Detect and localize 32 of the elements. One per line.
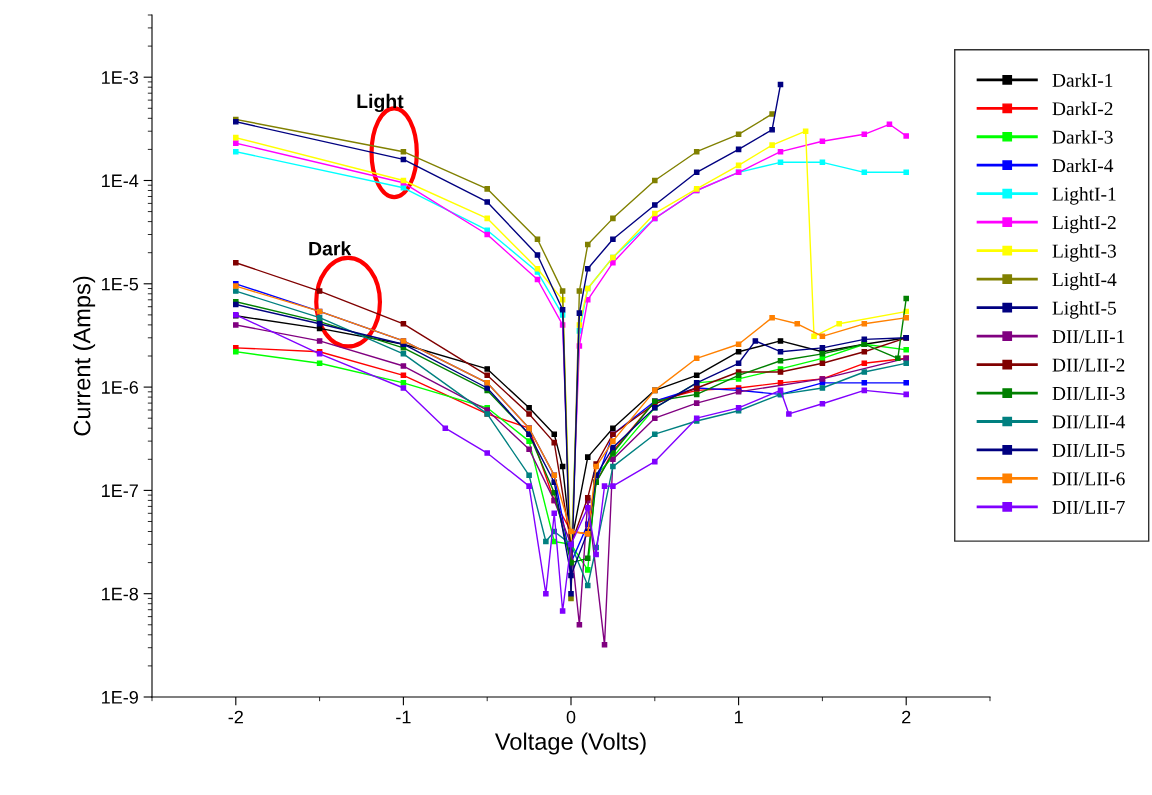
y-tick-label: 1E-5 <box>102 277 139 291</box>
legend-label: DII/LII-4 <box>1052 415 1126 429</box>
legend-label: DarkI-2 <box>1052 101 1113 116</box>
y-tick-label: 1E-7 <box>102 484 138 497</box>
legend-label: DarkI-1 <box>1052 73 1113 87</box>
legend-label: DII/LII-6 <box>1052 472 1125 486</box>
legend-label: DII/LII-3 <box>1052 386 1125 401</box>
x-axis-title: Voltage (Volts) <box>494 732 646 755</box>
y-tick-label: 1E-4 <box>102 174 139 188</box>
x-tick-label: -1 <box>396 710 411 724</box>
y-axis-title: Current (Amps) <box>73 276 96 436</box>
x-tick-label: 0 <box>566 710 576 724</box>
legend-label: LightI-2 <box>1052 215 1116 234</box>
legend-label: DarkI-4 <box>1052 158 1114 173</box>
y-tick-label: 1E-6 <box>102 381 139 394</box>
legend-label: DarkI-3 <box>1052 130 1113 144</box>
legend-label: DII/LII-5 <box>1052 443 1125 457</box>
legend-label: DII/LII-1 <box>1052 330 1125 344</box>
x-tick-label: 1 <box>734 710 743 724</box>
annotation: Light <box>357 93 404 113</box>
legend-label: DII/LII-7 <box>1052 500 1125 514</box>
legend-label: LightI-4 <box>1052 272 1117 291</box>
x-tick-label: -2 <box>228 710 243 724</box>
y-tick-label: 1E-8 <box>102 587 139 601</box>
legend-label: LightI-5 <box>1052 300 1116 319</box>
y-tick-label: 1E-9 <box>102 690 138 704</box>
y-tick-label: 1E-3 <box>102 71 139 84</box>
x-tick-label: 2 <box>902 710 911 724</box>
annotation: Dark <box>309 241 352 256</box>
legend-label: LightI-1 <box>1052 186 1116 205</box>
legend-label: DII/LII-2 <box>1052 358 1125 372</box>
legend-label: LightI-3 <box>1052 243 1116 262</box>
